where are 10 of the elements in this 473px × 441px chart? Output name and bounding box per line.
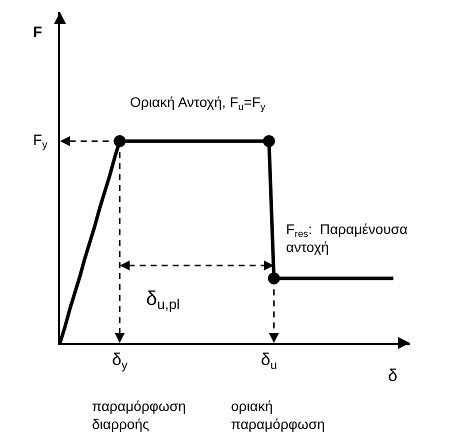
x-axis-title: δ	[388, 366, 398, 385]
text: F	[33, 24, 42, 41]
annotation: F$_{res}$: Παραμένουσα αντοχή	[286, 221, 408, 256]
x-tick-label: δ$_{y}$	[112, 350, 128, 372]
annotation: δ$_{u,pl}$	[146, 288, 180, 312]
x-tick-label: δ$_{u}$	[260, 350, 278, 372]
text: παραμόρφωση διαρροής	[92, 398, 186, 432]
text: οριακή παραμόρφωση	[231, 398, 325, 432]
text: F$_{y}$	[33, 132, 48, 152]
text: Οριακή Αντοχή, F$_{u}$=F$_{y}$	[130, 94, 266, 113]
